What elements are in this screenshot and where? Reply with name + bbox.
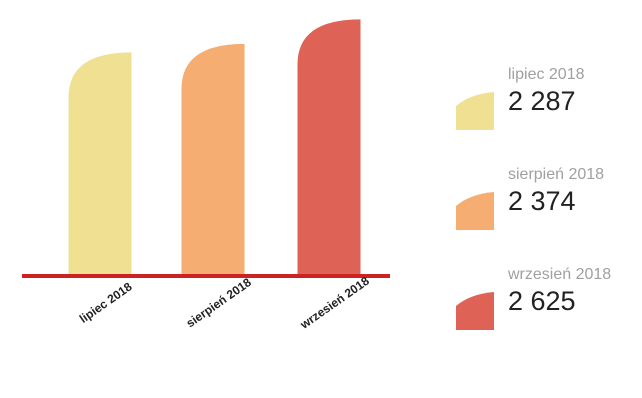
bar-sierpien [181,43,245,277]
x-tick-label-lipiec: lipiec 2018 [77,279,135,325]
bar-lipiec [68,52,132,277]
x-tick-label-sierpien: sierpień 2018 [184,275,255,330]
x-tick-label-wrzesien: wrzesień 2018 [297,274,372,333]
bar-wrzesien [297,19,361,276]
